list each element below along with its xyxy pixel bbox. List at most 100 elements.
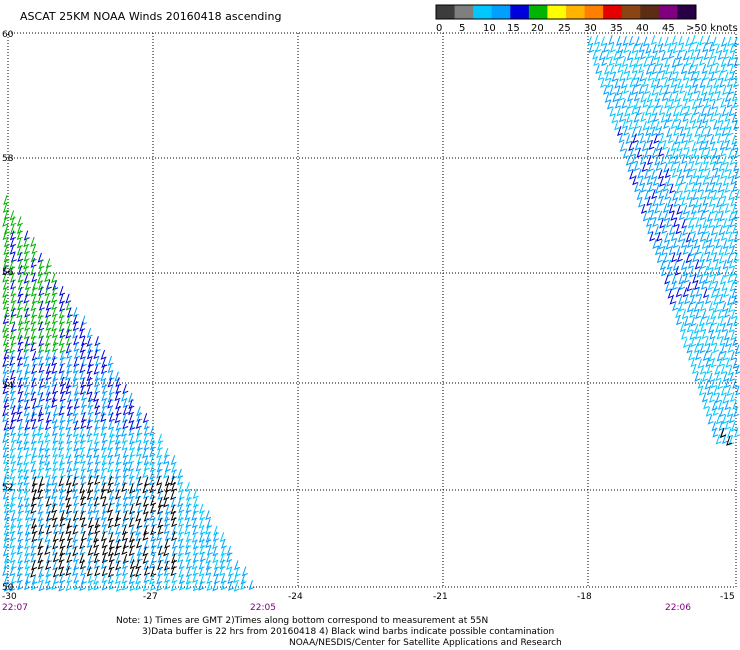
wind-barb (101, 524, 108, 535)
wind-barb (30, 236, 37, 247)
wind-barb (185, 517, 192, 528)
wind-barb (729, 155, 736, 166)
wind-barb (51, 350, 58, 361)
wind-barb (614, 98, 621, 109)
wind-barb (680, 196, 687, 207)
wind-barb (52, 539, 59, 550)
lon-label-minus15: -15 (720, 592, 735, 602)
wind-barb (661, 70, 668, 81)
wind-barb (122, 461, 129, 472)
wind-barb (143, 419, 150, 430)
wind-barb (59, 370, 66, 381)
wind-barb (705, 251, 712, 262)
wind-barb (72, 406, 79, 417)
wind-barb (143, 460, 150, 471)
wind-barb (80, 503, 87, 514)
wind-barb (31, 406, 38, 417)
wind-barb (30, 511, 37, 522)
wind-barb (52, 280, 59, 291)
wind-barb (199, 551, 206, 562)
wind-barb (613, 120, 620, 131)
wind-barb (72, 552, 79, 563)
wind-barb (164, 476, 171, 487)
wind-barb (652, 112, 659, 123)
wind-barb (30, 440, 37, 451)
wind-barb (163, 468, 170, 479)
wind-barb (38, 567, 45, 578)
wind-barb (45, 320, 52, 331)
wind-barb (709, 267, 716, 278)
wind-barb (17, 489, 24, 500)
wind-barb (702, 175, 709, 186)
wind-barb (665, 281, 672, 292)
wind-barb (679, 42, 686, 53)
wind-barb (702, 350, 709, 361)
wind-barb (726, 295, 733, 306)
wind-barb (101, 461, 108, 472)
time-label-left: 22:07 (2, 603, 28, 613)
wind-barb (227, 580, 234, 591)
wind-barb (241, 566, 248, 577)
wind-barb (689, 113, 696, 124)
wind-barb (114, 574, 121, 585)
wind-barb (686, 302, 693, 313)
wind-barb (80, 566, 87, 577)
wind-barb (9, 482, 16, 493)
wind-barb (171, 573, 178, 584)
wind-barb (631, 154, 638, 165)
wind-barb (114, 434, 121, 445)
wind-barb (24, 510, 31, 521)
wind-barb (52, 552, 59, 563)
wind-barb (136, 426, 143, 437)
wind-barb (672, 43, 679, 54)
wind-barb (128, 475, 135, 486)
map-title: ASCAT 25KM NOAA Winds 20160418 ascending (20, 10, 281, 23)
wind-barb (702, 70, 709, 81)
wind-barb (700, 85, 707, 96)
wind-barb (3, 503, 10, 514)
wind-barb (16, 230, 23, 241)
wind-barb (108, 385, 115, 396)
wind-barb (44, 272, 51, 283)
wind-barb (694, 175, 701, 186)
wind-barb (3, 237, 10, 248)
wind-barb (730, 196, 737, 207)
wind-barb (680, 133, 687, 144)
wind-barb (665, 64, 672, 75)
wind-barb (690, 57, 697, 68)
wind-barb (700, 147, 707, 158)
wind-barb (2, 440, 9, 451)
wind-barb (177, 475, 184, 486)
wind-barb (699, 364, 706, 375)
wind-barb (65, 384, 72, 395)
wind-barb (177, 468, 184, 479)
wind-barb (93, 532, 100, 543)
wind-barb (682, 225, 689, 236)
wind-barb (59, 483, 66, 494)
wind-barb (38, 581, 45, 592)
wind-barb (657, 210, 664, 221)
wind-barb (722, 42, 729, 53)
wind-barb (86, 537, 93, 548)
legend-label: >50 knots (686, 23, 738, 34)
wind-barb (626, 50, 633, 61)
wind-barb (58, 405, 65, 416)
wind-barb (121, 531, 128, 542)
wind-barb (58, 314, 65, 325)
wind-barb (150, 566, 157, 577)
wind-barb (660, 113, 667, 124)
lat-label-50: 50 (2, 583, 14, 593)
wind-barb (595, 64, 602, 75)
wind-barb (157, 566, 164, 577)
wind-barb (80, 475, 87, 486)
wind-barb (66, 412, 73, 423)
wind-barb (691, 34, 698, 45)
wind-barb (59, 566, 66, 577)
wind-barb (58, 552, 65, 563)
wind-barb (38, 454, 45, 465)
wind-barb (37, 385, 44, 396)
wind-barb (686, 343, 693, 354)
wind-barb (23, 357, 30, 368)
wind-barb (52, 454, 59, 465)
wind-barb (670, 77, 677, 88)
